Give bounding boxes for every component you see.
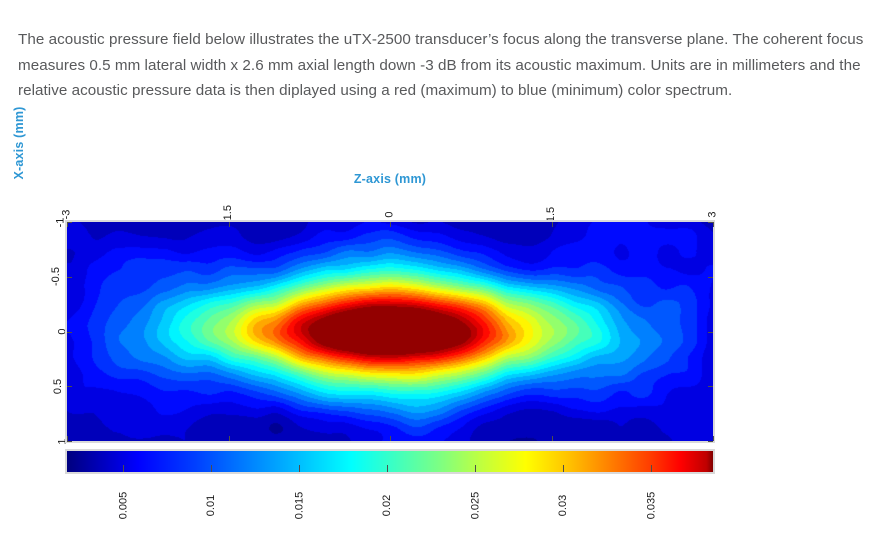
colorbar-tick-label-text: 0.035 — [644, 491, 657, 520]
axis-tick-mark — [708, 276, 713, 278]
colorbar-tick-mark — [651, 465, 653, 472]
colorbar-tick-label: 0.015 — [276, 482, 322, 538]
y-tick-label: 0.5 — [36, 373, 66, 399]
colorbar-tick-mark — [563, 465, 565, 472]
acoustic-pressure-field-figure: Z-axis (mm) X-axis (mm) -3 -1.5 0 1.5 3 -1 -0… — [0, 106, 876, 540]
axis-tick-mark — [67, 436, 68, 441]
axis-tick-mark — [708, 331, 713, 333]
axis-tick-mark — [67, 441, 72, 442]
colorbar-tick-label: 0.005 — [100, 482, 146, 538]
axis-tick-mark — [708, 222, 713, 223]
colorbar-tick-mark — [123, 465, 125, 472]
heatmap-plot-area — [65, 220, 715, 443]
colorbar-tick-mark — [211, 465, 213, 472]
axis-tick-mark — [708, 441, 713, 442]
colorbar-tick-mark — [475, 465, 477, 472]
axis-tick-mark — [228, 436, 230, 441]
axis-tick-mark — [390, 436, 391, 441]
colorbar-tick-label-text: 0.015 — [292, 491, 305, 520]
axis-tick-mark — [67, 276, 72, 278]
heatmap-canvas — [67, 222, 713, 441]
y-tick-label: -1 — [36, 209, 67, 235]
x-tick-label: 3 — [696, 192, 730, 220]
colorbar-tick-label-text: 0.025 — [468, 491, 481, 520]
colorbar-tick-label-text: 0.01 — [204, 494, 217, 517]
axis-tick-mark — [67, 386, 72, 388]
y-tick-label-text: -0.5 — [50, 267, 63, 287]
x-tick-label-text: 0 — [383, 211, 396, 218]
y-tick-label-text: 0.5 — [51, 378, 64, 394]
axis-tick-mark — [551, 222, 553, 227]
colorbar-tick-label-text: 0.005 — [116, 491, 129, 520]
colorbar-tick-mark — [387, 465, 389, 472]
description-paragraph: The acoustic pressure field below illust… — [18, 31, 864, 100]
x-axis-title: X-axis (mm) — [12, 106, 26, 180]
y-tick-label: 0 — [36, 319, 68, 345]
axis-tick-mark — [67, 331, 72, 333]
x-tick-label: -1.5 — [212, 192, 246, 224]
axis-tick-mark — [67, 222, 72, 223]
x-tick-label-text: 3 — [706, 211, 719, 218]
colorbar-tick-label-text: 0.03 — [556, 494, 569, 517]
y-tick-label: -0.5 — [36, 264, 66, 290]
y-tick-label: 1 — [36, 428, 68, 454]
axis-tick-mark — [713, 436, 714, 441]
colorbar — [65, 449, 715, 474]
x-tick-label: 0 — [373, 192, 407, 220]
colorbar-gradient — [67, 451, 713, 472]
axis-tick-mark — [708, 386, 713, 388]
axis-tick-mark — [551, 436, 553, 441]
z-axis-title: Z-axis (mm) — [353, 172, 427, 186]
axis-tick-mark — [67, 222, 68, 227]
axis-tick-mark — [228, 222, 230, 227]
colorbar-tick-mark — [299, 465, 301, 472]
colorbar-tick-label: 0.02 — [364, 482, 410, 538]
axis-tick-mark — [713, 222, 714, 227]
x-tick-label: 1.5 — [535, 192, 569, 222]
colorbar-tick-label-text: 0.02 — [380, 494, 393, 517]
colorbar-tick-label: 0.01 — [188, 482, 234, 538]
colorbar-tick-label: 0.03 — [540, 482, 586, 538]
axis-tick-mark — [390, 222, 391, 227]
colorbar-tick-label: 0.035 — [628, 482, 674, 538]
colorbar-tick-label: 0.025 — [452, 482, 498, 538]
